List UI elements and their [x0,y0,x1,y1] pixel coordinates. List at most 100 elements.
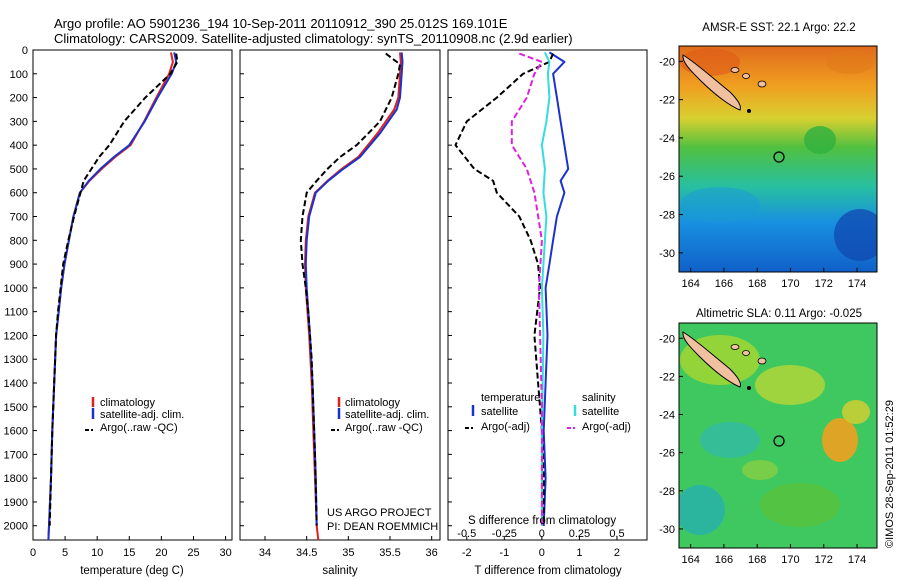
top-x-tick-label: 0.5 [609,528,624,540]
depth-tick-label: 2000 [4,521,28,533]
diff-legend-temp-argo: Argo(-adj) [481,421,530,433]
series-line-temperature-satellite [542,51,570,526]
depth-tick-label: 1500 [4,402,28,414]
x-tick-label: 15 [123,547,135,559]
lon-tick-label: 170 [781,554,799,566]
sst-map [679,46,877,272]
sla-patch [742,460,778,480]
lon-tick-label: 172 [815,554,833,566]
series-line-climatology [47,52,174,541]
diff-legend-sal-argo: Argo(-adj) [582,421,631,433]
lat-tick-label: -30 [659,524,675,536]
diff-axis-label: T difference from climatology [474,565,621,577]
salinity-legend: climatology satellite-adj. clim. Argo(..… [327,397,438,533]
sst-map-axes: 164 166 168 170 172 174 -20 -22 -24 -26 -28 -30 [659,56,866,290]
sla-low-patch [700,422,760,458]
lon-tick-label: 174 [848,554,866,566]
lon-tick-label: 174 [848,278,866,290]
temperature-panel-frame [32,49,233,541]
x-tick-label: 36 [426,547,438,559]
top-x-tick-label: 0.25 [569,528,590,540]
lat-tick-label: -28 [659,210,675,222]
lon-tick-label: 172 [815,278,833,290]
series-line-salinity-argo-adj- [510,52,543,526]
depth-tick-label: 800 [10,235,28,247]
diff-legend-temp-satellite: satellite [481,406,518,418]
lat-tick-label: -30 [659,248,675,260]
x-tick-label: 5 [62,547,68,559]
sal-legend-satellite: satellite-adj. clim. [345,409,429,421]
top-x-tick-label: -0.25 [492,528,517,540]
temperature-axis-label: temperature (deg C) [80,565,184,577]
imos-credit: ©IMOS 28-Sep-2011 01:52:29 [884,400,896,548]
isle-of-pines [747,386,751,390]
series-line-salinity-satellite [540,51,551,526]
lon-tick-label: 166 [715,278,733,290]
sst-cold-patch [834,209,877,261]
depth-tick-label: 300 [10,116,28,128]
lon-tick-label: 168 [748,278,766,290]
depth-axis: 0 100 200 300 400 500 600 700 800 900 1000 1100 1200… [4,45,452,533]
diff-legend-temp-title: temperature [481,392,540,404]
depth-tick-label: 1900 [4,497,28,509]
x-tick-label: 30 [219,547,231,559]
lat-tick-label: -28 [659,486,675,498]
lon-tick-label: 164 [681,278,699,290]
depth-tick-label: 1800 [4,473,28,485]
temperature-legend: climatology satellite-adj. clim. Argo(..… [85,397,184,434]
loyalty-island [757,80,767,88]
diff-legend-sal-title: salinity [582,392,616,404]
lon-tick-label: 168 [748,554,766,566]
new-caledonia-island [682,331,741,388]
sla-high-patch [842,400,870,424]
lon-tick-label: 164 [681,554,699,566]
lat-tick-label: -22 [659,95,675,107]
x-tick-label: -2 [462,547,472,559]
x-tick-label: -1 [499,547,509,559]
diff-top-axis-label: S difference from climatology [468,515,616,527]
x-tick-label: 20 [155,547,167,559]
depth-tick-label: 500 [10,164,28,176]
series-line-argo-raw-qc- [299,52,401,526]
isle-of-pines [747,109,751,113]
new-caledonia-island [682,54,741,111]
sal-legend-argo: Argo(..raw -QC) [345,422,423,434]
depth-tick-label: 1600 [4,426,28,438]
depth-tick-label: 1700 [4,449,28,461]
depth-tick-label: 100 [10,69,28,81]
x-tick-label: 0 [539,547,545,559]
depth-tick-label: 600 [10,188,28,200]
x-tick-label: 1 [576,547,582,559]
temp-legend-argo: Argo(..raw -QC) [100,422,178,434]
x-tick-label: 34.5 [296,547,317,559]
sla-patch [760,483,840,527]
salinity-chart: 34 34.5 35 35.5 36 [259,52,438,559]
lat-tick-label: -26 [659,171,675,183]
depth-tick-label: 1000 [4,283,28,295]
series-line-satellite-adj-clim- [47,52,178,541]
argo-profile-marker [773,151,785,163]
depth-tick-label: 200 [10,93,28,105]
sst-warm-patch [826,50,874,74]
temp-legend-satellite: satellite-adj. clim. [100,409,184,421]
depth-tick-label: 1400 [4,378,28,390]
sst-cold-patch [680,187,760,223]
lat-tick-label: -24 [659,410,675,422]
lat-tick-label: -22 [659,371,675,383]
header-line-2: Climatology: CARS2009. Satellite-adjuste… [54,31,573,46]
salinity-panel-frame [239,49,441,541]
x-tick-label: 35 [342,547,354,559]
lon-tick-label: 170 [781,278,799,290]
depth-tick-label: 900 [10,259,28,271]
top-x-tick-label: 0 [539,528,545,540]
loyalty-island [730,344,740,350]
depth-tick-label: 400 [10,140,28,152]
x-tick-label: 0 [30,547,36,559]
x-tick-label: 10 [91,547,103,559]
sal-legend-climatology: climatology [345,397,401,409]
loyalty-island [742,350,750,356]
top-x-tick-label: -0.5 [457,528,476,540]
salinity-axis-label: salinity [322,565,357,577]
sla-high-patch [755,365,825,405]
